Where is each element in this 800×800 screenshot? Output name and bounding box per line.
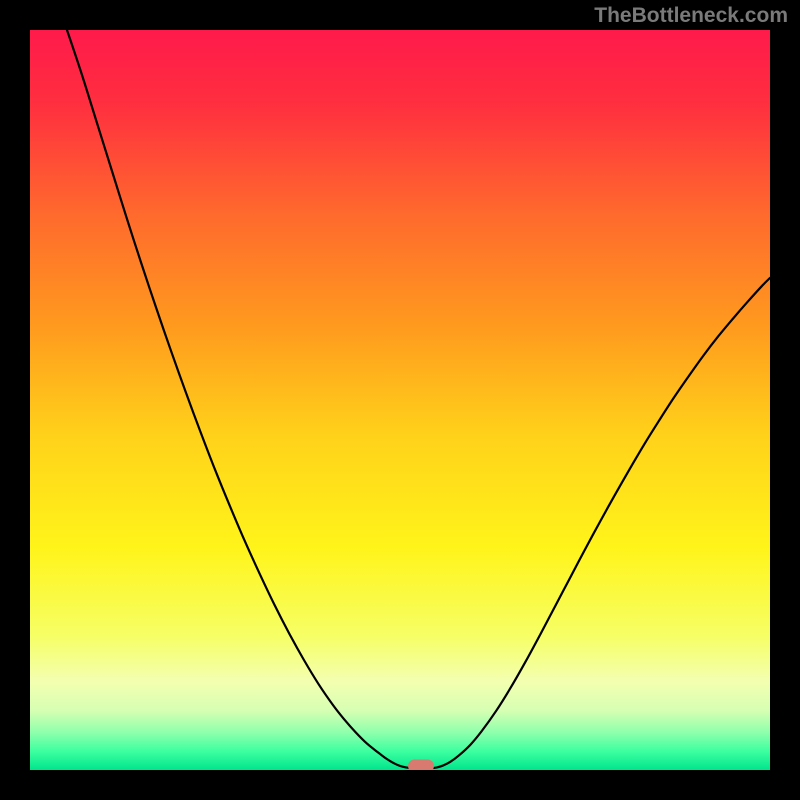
bottleneck-curve: [30, 30, 770, 770]
curve-path: [67, 30, 770, 768]
watermark-text: TheBottleneck.com: [594, 4, 788, 28]
plot-area: [30, 30, 770, 770]
optimum-marker: [408, 759, 434, 770]
chart-canvas: TheBottleneck.com: [0, 0, 800, 800]
